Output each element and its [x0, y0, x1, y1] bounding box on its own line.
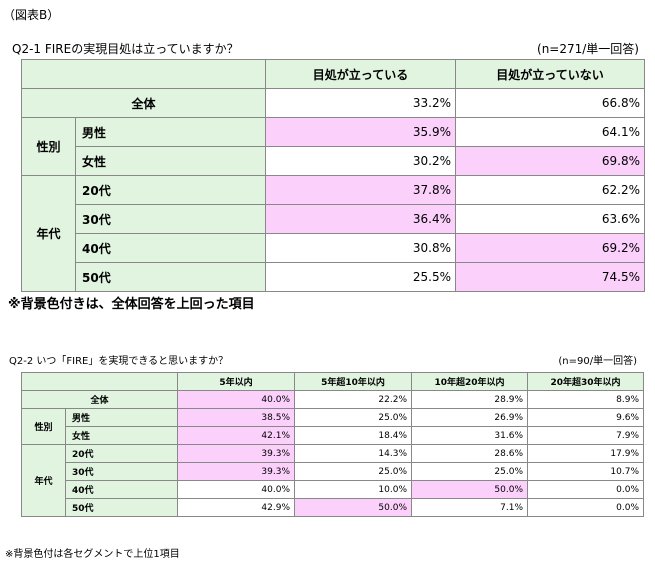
- q1-row-label: 男性: [75, 117, 266, 147]
- q1-age-group-label: 年代: [21, 175, 76, 292]
- q2-cell: 50.0%: [411, 480, 528, 499]
- q1-row-label: 30代: [75, 204, 266, 234]
- q1-table-row: 30代 36.4% 63.6%: [22, 204, 645, 234]
- q2-col-header: 10年超20年以内: [411, 372, 528, 391]
- q2-cell: 26.9%: [411, 408, 528, 427]
- q2-cell: 42.9%: [177, 498, 295, 517]
- q1-col-header: 目処が立っている: [265, 59, 456, 89]
- q1-cell: 35.9%: [265, 117, 456, 147]
- q1-row-label: 20代: [75, 175, 266, 205]
- q1-total-label: 全体: [21, 88, 266, 118]
- q2-note: ※背景色付は各セグメントで上位1項目: [5, 549, 180, 560]
- q2-cell: 0.0%: [527, 480, 644, 499]
- q2-col-header: 5年以内: [177, 372, 295, 391]
- q1-cell: 69.2%: [455, 233, 645, 263]
- q2-n-label: (n=90/単一回答): [558, 356, 637, 367]
- q2-cell: 42.1%: [177, 426, 295, 445]
- q1-table-row: 性別 男性 35.9% 64.1%: [21, 117, 645, 176]
- q2-row-label: 20代: [65, 444, 178, 463]
- q1-cell: 25.5%: [265, 262, 456, 292]
- q1-cell: 74.5%: [455, 262, 645, 292]
- q2-cell: 8.9%: [527, 390, 644, 409]
- q2-table-row: 年代 20代 39.3% 14.3% 28.6% 17.9%: [21, 444, 644, 517]
- q1-n-label: (n=271/単一回答): [537, 42, 639, 56]
- q2-col-header: 5年超10年以内: [294, 372, 412, 391]
- q2-cell: 50.0%: [294, 498, 412, 517]
- q2-table-row: 50代 42.9% 50.0% 7.1% 0.0%: [22, 498, 644, 517]
- q1-cell: 33.2%: [265, 88, 456, 118]
- q2-cell: 25.0%: [411, 462, 528, 481]
- q2-cell: 10.7%: [527, 462, 644, 481]
- q1-row-label: 50代: [75, 262, 266, 292]
- q2-cell: 39.3%: [177, 444, 295, 463]
- q1-cell: 30.2%: [265, 146, 456, 176]
- q2-age-group-label: 年代: [21, 444, 66, 517]
- q2-cell: 10.0%: [294, 480, 412, 499]
- q2-row-label: 30代: [65, 462, 178, 481]
- q2-row-label: 40代: [65, 480, 178, 499]
- q1-col-header: 目処が立っていない: [455, 59, 645, 89]
- q2-cell: 28.9%: [411, 390, 528, 409]
- q2-cell: 9.6%: [527, 408, 644, 427]
- q2-cell: 7.9%: [527, 426, 644, 445]
- q2-table-row: 40代 40.0% 10.0% 50.0% 0.0%: [22, 480, 644, 499]
- q2-table: 5年以内 5年超10年以内 10年超20年以内 20年超30年以内 全体 40.…: [21, 372, 644, 517]
- q2-cell: 7.1%: [411, 498, 528, 517]
- q2-cell: 25.0%: [294, 462, 412, 481]
- figure-label: （図表B）: [3, 8, 60, 22]
- q2-table-row: 性別 男性 38.5% 25.0% 26.9% 9.6%: [21, 408, 644, 445]
- q1-corner-cell: [21, 59, 266, 89]
- q1-table-row: 年代 20代 37.8% 62.2%: [21, 175, 645, 292]
- q1-total-row: 全体 33.2% 66.8%: [21, 88, 645, 118]
- q2-col-header: 20年超30年以内: [527, 372, 644, 391]
- q2-cell: 40.0%: [177, 390, 295, 409]
- q1-table-row: 40代 30.8% 69.2%: [22, 233, 645, 263]
- q2-title: Q2-2 いつ「FIRE」を実現できると思いますか？: [9, 356, 229, 367]
- q2-cell: 17.9%: [527, 444, 644, 463]
- q2-total-row: 全体 40.0% 22.2% 28.9% 8.9%: [21, 390, 644, 409]
- q2-row-label: 女性: [65, 426, 178, 445]
- q2-table-row: 30代 39.3% 25.0% 25.0% 10.7%: [22, 462, 644, 481]
- q2-cell: 25.0%: [294, 408, 412, 427]
- q1-gender-group-label: 性別: [21, 117, 76, 176]
- q1-note: ※背景色付きは、全体回答を上回った項目: [8, 297, 255, 312]
- q1-cell: 64.1%: [455, 117, 645, 147]
- q2-gender-group-label: 性別: [21, 408, 66, 445]
- q1-title: Q2-1 FIREの実現目処は立っていますか？: [12, 42, 239, 56]
- q1-row-label: 女性: [75, 146, 266, 176]
- q2-cell: 39.3%: [177, 462, 295, 481]
- q2-cell: 31.6%: [411, 426, 528, 445]
- q2-total-label: 全体: [21, 390, 178, 409]
- q1-table-row: 女性 30.2% 69.8%: [22, 146, 645, 176]
- q1-cell: 63.6%: [455, 204, 645, 234]
- q2-table-row: 女性 42.1% 18.4% 31.6% 7.9%: [22, 426, 644, 445]
- q2-cell: 0.0%: [527, 498, 644, 517]
- q1-cell: 66.8%: [455, 88, 645, 118]
- q2-cell: 28.6%: [411, 444, 528, 463]
- q2-cell: 14.3%: [294, 444, 412, 463]
- q2-cell: 22.2%: [294, 390, 412, 409]
- q2-row-label: 50代: [65, 498, 178, 517]
- q2-cell: 40.0%: [177, 480, 295, 499]
- q1-cell: 62.2%: [455, 175, 645, 205]
- q1-header-row: 目処が立っている 目処が立っていない: [21, 59, 645, 89]
- q2-cell: 18.4%: [294, 426, 412, 445]
- q2-cell: 38.5%: [177, 408, 295, 427]
- q1-cell: 37.8%: [265, 175, 456, 205]
- q1-cell: 30.8%: [265, 233, 456, 263]
- q1-row-label: 40代: [75, 233, 266, 263]
- q2-row-label: 男性: [65, 408, 178, 427]
- q1-table: 目処が立っている 目処が立っていない 全体 33.2% 66.8% 性別 男性 …: [21, 59, 645, 292]
- q2-header-row: 5年以内 5年超10年以内 10年超20年以内 20年超30年以内: [21, 372, 644, 391]
- q1-cell: 69.8%: [455, 146, 645, 176]
- q1-cell: 36.4%: [265, 204, 456, 234]
- q2-corner-cell: [21, 372, 178, 391]
- q1-table-row: 50代 25.5% 74.5%: [22, 262, 645, 292]
